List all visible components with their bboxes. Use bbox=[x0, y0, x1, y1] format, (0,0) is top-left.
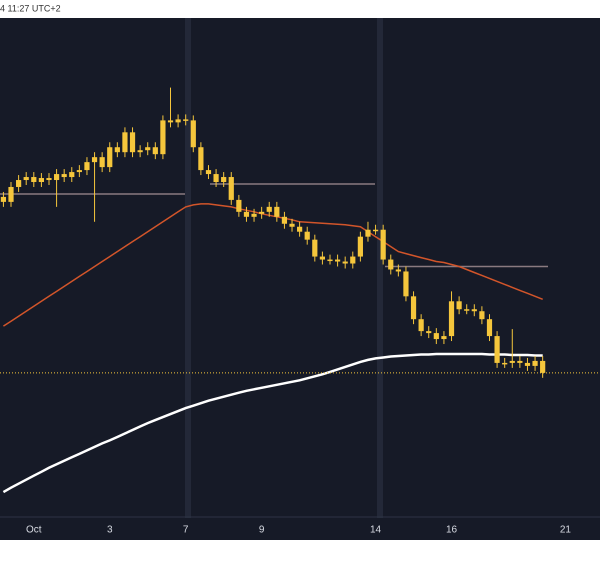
candle-body bbox=[395, 269, 401, 272]
moving-average-line bbox=[2, 203, 543, 327]
candle-body bbox=[228, 177, 234, 200]
candle-body bbox=[236, 199, 242, 212]
candle-body bbox=[107, 147, 113, 168]
candle-body bbox=[471, 309, 477, 312]
candle-body bbox=[84, 162, 90, 171]
candle-body bbox=[31, 177, 37, 183]
candle-body bbox=[372, 229, 379, 232]
candle-body bbox=[259, 211, 265, 214]
session-separator bbox=[377, 18, 383, 518]
candle-body bbox=[532, 360, 538, 366]
candle-body bbox=[129, 132, 136, 153]
candle-body bbox=[410, 296, 417, 320]
candle-body bbox=[175, 119, 181, 123]
candle-body bbox=[114, 147, 120, 153]
candle-body bbox=[509, 360, 515, 363]
candle-body bbox=[152, 147, 158, 155]
candle-body bbox=[38, 178, 44, 183]
candle-body bbox=[448, 301, 455, 337]
x-tick-label: 9 bbox=[259, 525, 265, 536]
x-tick-label: 3 bbox=[107, 525, 113, 536]
candle-body bbox=[183, 119, 189, 121]
top-bar bbox=[0, 0, 600, 18]
candle-body bbox=[46, 178, 52, 181]
candle-body bbox=[426, 331, 432, 334]
x-tick-label: Oct bbox=[26, 525, 42, 536]
candle-body bbox=[205, 170, 212, 175]
candle-body bbox=[167, 120, 174, 123]
candle-body bbox=[16, 180, 22, 187]
candle-body bbox=[365, 229, 371, 237]
candle-body bbox=[53, 174, 60, 181]
x-tick-label: 14 bbox=[370, 525, 382, 536]
candle-body bbox=[464, 309, 470, 311]
candle-body bbox=[160, 120, 166, 155]
candle-body bbox=[0, 196, 7, 202]
candle-body bbox=[281, 216, 288, 224]
candle-body bbox=[304, 231, 310, 240]
candle-body bbox=[122, 132, 128, 153]
candle-body bbox=[327, 259, 333, 262]
candle-body bbox=[540, 360, 546, 373]
candle-body bbox=[145, 147, 151, 151]
candle-body bbox=[8, 186, 14, 202]
timestamp: 4 11:27 UTC+2 bbox=[0, 3, 61, 13]
candle-body bbox=[266, 206, 272, 212]
candle-body bbox=[274, 206, 280, 217]
candle-body bbox=[23, 177, 29, 181]
plot-background bbox=[0, 18, 600, 540]
session-separator bbox=[185, 18, 191, 518]
candle-body bbox=[380, 229, 386, 260]
candle-body bbox=[350, 256, 356, 264]
candle-body bbox=[99, 157, 105, 168]
candle-body bbox=[418, 319, 424, 332]
candle-body bbox=[456, 301, 462, 310]
candle-body bbox=[479, 311, 485, 320]
candle-body bbox=[334, 259, 341, 262]
x-tick-label: 7 bbox=[183, 525, 189, 536]
candle-body bbox=[357, 236, 363, 257]
x-tick-label: 21 bbox=[560, 525, 572, 536]
candle-body bbox=[517, 360, 523, 363]
candle-body bbox=[312, 239, 318, 257]
candle-body bbox=[494, 336, 500, 363]
candle-body bbox=[213, 174, 219, 183]
candle-body bbox=[524, 362, 531, 366]
x-tick-label: 16 bbox=[446, 525, 458, 536]
candle-body bbox=[251, 213, 257, 217]
candle-body bbox=[403, 271, 409, 297]
candle-body bbox=[388, 259, 394, 270]
candle-body bbox=[198, 147, 204, 171]
candle-body bbox=[61, 174, 67, 178]
moving-average-line bbox=[2, 352, 543, 494]
candle-body bbox=[221, 177, 227, 183]
candle-body bbox=[486, 319, 493, 337]
candle-body bbox=[342, 261, 348, 264]
candle-body bbox=[91, 157, 98, 163]
candle-body bbox=[243, 211, 250, 217]
candle-body bbox=[297, 226, 303, 232]
candle-body bbox=[76, 170, 82, 173]
candle-body bbox=[69, 172, 75, 178]
candle-body bbox=[289, 223, 295, 227]
candle-body bbox=[433, 333, 439, 340]
candle-body bbox=[190, 120, 196, 148]
candle-body bbox=[441, 336, 447, 340]
candle-body bbox=[502, 362, 508, 365]
candle-body bbox=[137, 150, 143, 153]
candle-body bbox=[319, 256, 326, 260]
